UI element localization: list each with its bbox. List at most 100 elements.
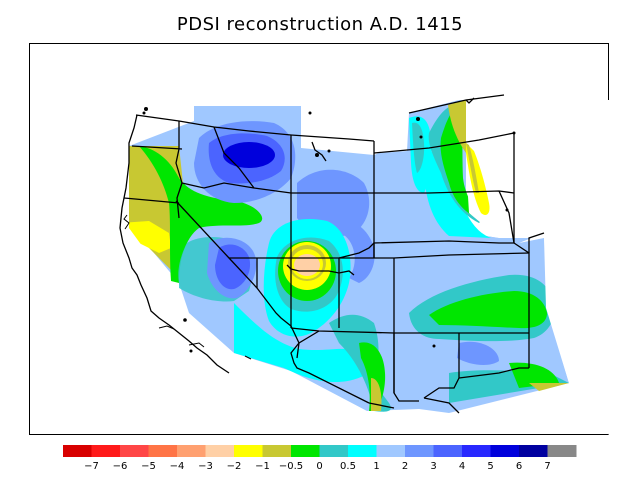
border-tx-panhandle — [458, 367, 529, 379]
lake-3 — [308, 111, 312, 115]
legend-swatch — [348, 445, 377, 457]
island-1 — [158, 325, 175, 330]
border-or-ca — [123, 197, 180, 204]
lake-yellowstone — [311, 141, 327, 162]
border-or-id — [176, 182, 183, 219]
legend: −7 −6 −5 −4 −3 −2 −1 −0.5 0 0.5 1 2 3 4 5 6 7 — [63, 445, 577, 472]
legend-label: −2 — [227, 461, 242, 472]
border-idaho-west — [175, 121, 183, 184]
field-cut-northeast — [466, 100, 609, 238]
lake-1 — [144, 107, 148, 111]
border-mexico-nm — [423, 397, 460, 414]
legend-swatch — [405, 445, 434, 457]
island-3 — [244, 355, 252, 360]
border-co-ne-ks — [374, 252, 530, 259]
legend-label: −6 — [113, 461, 128, 472]
olive-band-south-edge — [529, 383, 569, 391]
islands — [123, 214, 252, 360]
legend-label: 3 — [430, 461, 436, 472]
green-band-south-edge — [509, 362, 559, 388]
border-mexico-az — [368, 402, 395, 409]
legend-swatch — [462, 445, 491, 457]
legend-label: −3 — [198, 461, 213, 472]
legend-label: 0.5 — [340, 461, 356, 472]
legend-swatch — [120, 445, 149, 457]
border-ca-nv — [175, 200, 300, 359]
legend-swatches — [63, 445, 577, 457]
pdsi-field — [129, 100, 609, 435]
legend-swatch — [547, 445, 577, 457]
legend-swatch — [490, 445, 520, 457]
legend-label: −1 — [255, 461, 270, 472]
cyan-band-southwest — [234, 303, 369, 383]
lake-4 — [315, 153, 319, 157]
legend-swatch — [205, 445, 235, 457]
peach-center-core — [294, 254, 320, 276]
legend-label: −0.5 — [279, 461, 303, 472]
legend-swatch — [148, 445, 178, 457]
border-id-mt — [213, 126, 255, 189]
lake-10 — [189, 349, 193, 353]
legend-swatch — [177, 445, 206, 457]
legend-label: −7 — [84, 461, 99, 472]
olive-northeast-right — [466, 143, 479, 193]
neutral-green-west — [139, 146, 263, 283]
lake-2 — [142, 111, 146, 115]
lake-9 — [183, 318, 187, 322]
wet-blue-west-basin — [215, 244, 251, 290]
lake-7 — [512, 131, 516, 135]
border-sd-east — [498, 190, 515, 244]
legend-swatch — [234, 445, 263, 457]
border-wy-ne-detail — [338, 242, 375, 259]
legend-label: 2 — [402, 461, 408, 472]
wet-mid-blue-east-ridge — [329, 219, 375, 283]
legend-label: 7 — [544, 461, 550, 472]
lake-11 — [432, 344, 436, 348]
border-ne-notch — [465, 97, 475, 104]
pdsi-map — [29, 43, 609, 435]
border-dakotas-north — [373, 132, 515, 154]
coast-detail-1 — [123, 214, 130, 230]
legend-label: 5 — [487, 461, 493, 472]
boundaries — [119, 94, 545, 414]
legend-swatch — [319, 445, 349, 457]
wet-mid-blue-southeast — [457, 341, 499, 365]
border-az — [290, 330, 370, 404]
olive-northeast-top — [448, 100, 466, 153]
lake-5 — [416, 117, 420, 121]
legend-labels: −7 −6 −5 −4 −3 −2 −1 −0.5 0 0.5 1 2 3 4 5 6 7 — [84, 461, 551, 472]
border-nm-west — [393, 333, 419, 402]
border-sd-nd — [374, 190, 515, 194]
olive-tail-south — [371, 378, 382, 411]
legend-label: 6 — [516, 461, 522, 472]
map-title: PDSI reconstruction A.D. 1415 — [176, 14, 464, 35]
border-id-mt-south — [181, 182, 292, 194]
border-wa-or — [131, 145, 183, 150]
wet-deep-blue-core — [223, 142, 275, 168]
legend-label: −5 — [141, 461, 156, 472]
legend-swatch — [63, 445, 92, 457]
legend-swatch — [291, 445, 320, 457]
teal-northeast-strip — [412, 122, 425, 173]
legend-label: −4 — [170, 461, 185, 472]
legend-swatch — [91, 445, 121, 457]
field-cut-east — [519, 233, 609, 435]
legend-swatch — [376, 445, 406, 457]
border-sd-ne — [373, 240, 514, 258]
border-ks-mo — [528, 232, 545, 253]
green-band-southeast — [429, 291, 547, 329]
legend-label: 4 — [459, 461, 465, 472]
lake-8 — [505, 208, 509, 212]
lake-12 — [327, 149, 331, 153]
legend-label: 0 — [316, 461, 322, 472]
island-2 — [188, 342, 205, 348]
border-nm-tx — [423, 333, 460, 399]
drought-yellow-west — [129, 221, 171, 253]
border-wy-co-detail — [286, 264, 355, 276]
legend-swatch — [519, 445, 548, 457]
legend-swatch — [262, 445, 292, 457]
legend-label: 1 — [373, 461, 379, 472]
lake-6 — [419, 135, 423, 139]
legend-swatch — [433, 445, 463, 457]
lakes — [142, 107, 516, 353]
